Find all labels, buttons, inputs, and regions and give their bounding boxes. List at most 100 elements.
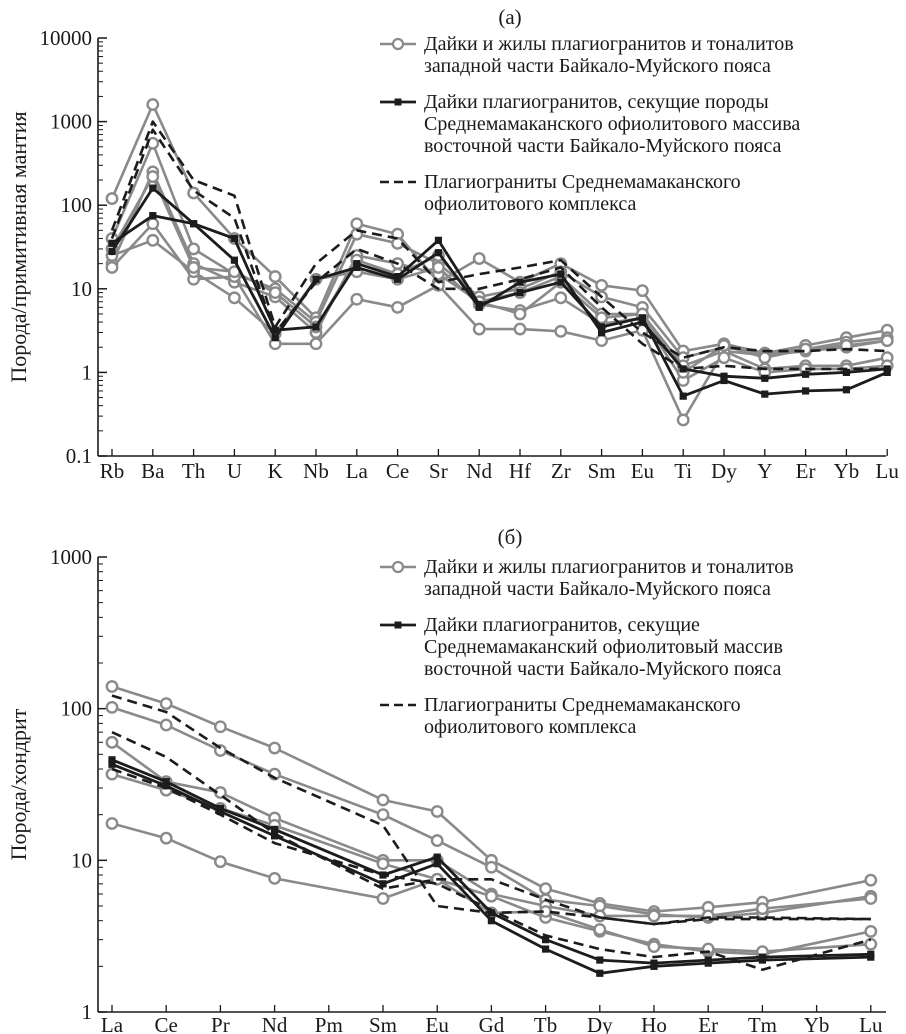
x-tick-label-Sm: Sm [369, 1013, 397, 1034]
data-point [704, 959, 712, 967]
data-point [433, 853, 441, 861]
data-point [376, 808, 390, 822]
data-point [271, 326, 279, 334]
data-point [105, 817, 119, 830]
data-point [350, 217, 364, 231]
legend-text: Дайки и жилы плагиогранитов и тоналитов [424, 33, 794, 55]
x-tick-label-Dy: Dy [587, 1013, 613, 1034]
data-point [159, 718, 173, 732]
x-tick-label-Sm: Sm [588, 459, 616, 483]
data-point [108, 760, 116, 768]
data-point [472, 322, 486, 336]
x-tick-label-Eu: Eu [631, 459, 655, 483]
x-tick-label-Sr: Sr [429, 459, 448, 483]
data-point [105, 735, 119, 749]
y-tick-label: 1000 [50, 110, 92, 134]
data-point [350, 292, 364, 306]
data-point [554, 324, 568, 338]
x-tick-label-Ho: Ho [641, 1013, 667, 1034]
legend-text: Дайки и жилы плагиогранитов и тоналитов [424, 556, 794, 578]
legend-text: восточной части Байкало-Муйского пояса [424, 658, 781, 680]
data-point [638, 314, 646, 322]
y-tick-label: 100 [61, 697, 93, 721]
data-point [513, 322, 527, 336]
series-line [110, 128, 888, 371]
y-tick-label: 1 [82, 360, 93, 384]
data-point [679, 365, 687, 373]
y-axis-title: Порода/примитивная мантия [6, 111, 31, 382]
series-dashed-9 [110, 120, 888, 360]
legend-text: Дайки плагиогранитов, секущие породы [424, 91, 769, 113]
data-point [271, 832, 279, 840]
data-point [213, 744, 227, 757]
x-tick-label-Er: Er [698, 1013, 718, 1034]
data-point [430, 834, 444, 847]
data-point [867, 953, 875, 961]
panel-label: (б) [498, 525, 523, 549]
legend-marker [394, 621, 402, 629]
data-point [484, 860, 498, 874]
y-tick-label: 10 [71, 277, 92, 301]
legend-text: офиолитового комплекса [424, 193, 636, 215]
data-point [595, 311, 608, 325]
panel-label: (а) [498, 5, 521, 29]
y-tick-label: 10000 [40, 26, 93, 50]
data-point [309, 337, 323, 351]
data-point [213, 855, 227, 869]
data-point [756, 902, 769, 916]
y-tick-label: 100 [61, 193, 93, 217]
data-point [472, 252, 486, 265]
x-tick-label-Hf: Hf [509, 459, 531, 483]
data-point [105, 767, 119, 781]
x-tick-label-Ce: Ce [386, 459, 409, 483]
series-line [111, 222, 888, 422]
legend-text: офиолитового комплекса [424, 716, 636, 738]
data-point [213, 720, 227, 734]
y-tick-label: 1 [82, 1000, 93, 1024]
x-tick-label-Er: Er [796, 459, 816, 483]
data-point [105, 700, 119, 714]
series-dashed-9 [111, 731, 871, 926]
series-black-7 [108, 760, 875, 977]
data-point [598, 328, 606, 337]
data-point [353, 260, 361, 268]
data-point [162, 778, 170, 786]
x-tick-label-U: U [227, 459, 242, 483]
data-point [864, 937, 878, 951]
data-point [761, 374, 769, 382]
data-point [268, 741, 281, 755]
data-point [105, 680, 119, 693]
x-tick-label-Rb: Rb [100, 459, 125, 483]
data-point [159, 831, 173, 845]
x-tick-label-Ce: Ce [155, 1013, 178, 1034]
x-tick-label-Zr: Zr [551, 459, 571, 483]
legend-entry-2: Дайки плагиогранитов, секущие породыСред… [380, 91, 800, 157]
legend-marker [391, 37, 405, 51]
data-point [376, 793, 390, 807]
x-tick-label-Lu: Lu [876, 459, 900, 483]
data-point [190, 220, 198, 228]
data-point [650, 962, 658, 970]
x-tick-label-Tm: Tm [748, 1013, 777, 1034]
x-tick-label-Pr: Pr [211, 1013, 230, 1034]
legend: Дайки и жилы плагиогранитов и тоналитовз… [380, 556, 794, 738]
data-point [108, 247, 116, 256]
data-point [676, 413, 690, 427]
data-point [557, 278, 565, 286]
data-point [802, 370, 810, 378]
data-point [595, 334, 608, 348]
legend-text: западной части Байкало-Муйского пояса [424, 578, 771, 600]
chart-panel-2: 1 10 100 1000 La Ce Pr Nd Pm Sm Eu Gd Tb Dy Ho Er Tm Yb Lu… [6, 525, 886, 1034]
x-tick-label-Th: Th [182, 459, 206, 483]
data-point [516, 278, 524, 286]
data-point [268, 286, 282, 300]
x-tick-label-Yb: Yb [834, 459, 860, 483]
data-point [647, 909, 661, 923]
series-gray-5 [105, 817, 878, 959]
legend-entry-1: Дайки и жилы плагиогранитов и тоналитовз… [380, 556, 794, 600]
data-point [720, 372, 728, 380]
legend-text: Среднемамаканского офиолитового массива [424, 113, 800, 135]
data-point [487, 917, 495, 925]
data-point [108, 756, 116, 764]
legend-text: Среднемамаканский офиолитовый массив [424, 636, 783, 658]
